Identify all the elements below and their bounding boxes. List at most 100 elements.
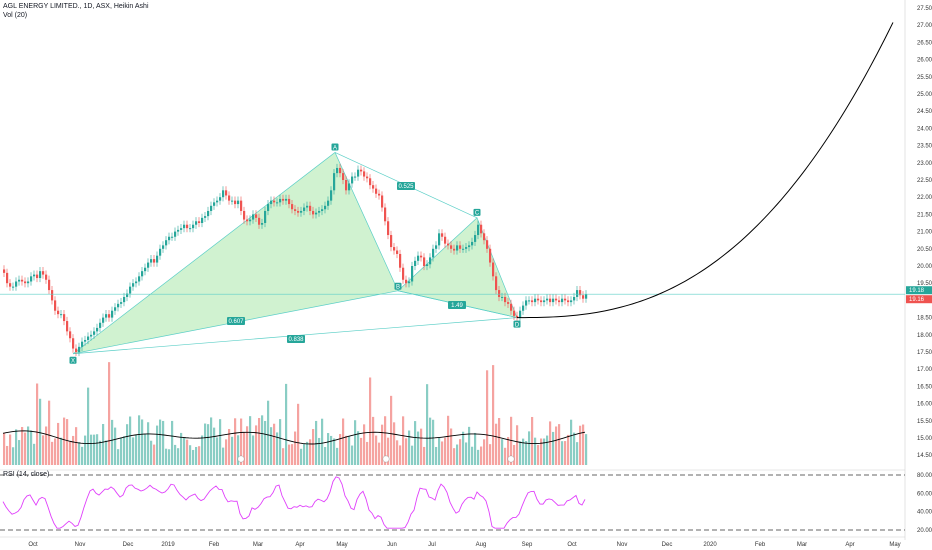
candle-body [39,271,42,279]
volume-bar [456,444,459,465]
volume-bar [138,415,141,465]
candle-body [441,233,444,237]
candle-body [270,200,273,205]
volume-bar [468,426,471,465]
volume-bar [63,417,66,465]
volume-bar [225,439,228,465]
volume-bar [363,424,366,465]
volume-bar [291,444,294,465]
volume-bar [33,443,36,465]
price-tick-label: 16.00 [917,402,932,408]
volume-bar [15,429,18,465]
candle-body [21,279,24,282]
ratio-label: 0.525 [398,184,414,190]
volume-bar [426,384,429,465]
volume-bar [54,438,57,465]
price-tick-label: 26.50 [917,40,932,46]
ratio-badge [448,301,466,309]
volume-bar [402,416,405,465]
volume-bar [528,431,531,465]
volume-bar [129,416,132,465]
price-tag-text-2: 19.16 [909,297,925,303]
volume-bar [90,434,93,465]
candle-body [153,259,156,263]
volume-bar [36,383,39,465]
volume-bar [48,400,51,465]
candle-body [234,200,237,205]
candle-body [6,272,9,284]
volume-bar [201,435,204,465]
candle-body [309,205,312,211]
volume-bar [93,434,96,465]
candle-body [30,276,33,282]
volume-bar [504,447,507,465]
price-tick-label: 25.50 [917,75,932,81]
candle-body [372,185,375,189]
candle-body [354,176,357,178]
volume-bar [306,441,309,465]
candle-body [126,293,129,297]
volume-bar [537,444,540,465]
candle-body [423,257,426,266]
time-tick-label: Mar [797,542,807,548]
candle-body [267,204,270,211]
volume-bar [429,417,432,465]
price-tick-label: 15.00 [917,436,932,442]
candle-body [393,247,396,251]
volume-bar [162,420,165,465]
volume-bar [564,441,567,465]
candle-body [429,257,432,265]
volume-bar [60,437,63,465]
volume-bar [216,437,219,465]
volume-bar [417,431,420,465]
candle-body [573,296,576,301]
volume-bar [156,425,159,465]
candle-body [294,209,297,211]
candle-body [342,173,345,180]
time-tick-label: Sep [522,542,533,548]
candle-body [411,266,414,282]
volume-bar [45,426,48,465]
candle-body [375,188,378,194]
volume-bar [141,419,144,465]
volume-bar [393,422,396,465]
candle-body [168,236,171,241]
volume-bar [513,444,516,465]
volume-bar [576,442,579,465]
volume-bar [357,431,360,465]
volume-bar [6,445,9,465]
candle-body [105,314,108,318]
price-tick-label: 20.50 [917,247,932,253]
candle-body [363,171,366,177]
candle-body [471,241,474,246]
volume-bar [84,435,87,465]
volume-bar [408,430,411,465]
candle-body [114,307,117,311]
candle-body [546,298,549,301]
price-tag-2 [906,295,932,304]
volume-bar [378,442,381,465]
volume-bar [522,438,525,465]
chart-title: AGL ENERGY LIMITED., 1D, ASX, Heikin Ash… [3,3,149,10]
candle-body [246,219,249,222]
time-tick-label: Dec [123,542,134,548]
candle-body [387,221,390,236]
volume-bar [558,424,561,465]
time-tick-label: Aug [476,542,487,548]
candle-body [351,176,354,184]
candle-body [171,236,174,238]
volume-bar [3,432,6,465]
volume-bar [87,387,90,465]
price-tick-label: 15.50 [917,419,932,425]
candle-body [405,279,408,284]
candle-body [96,327,99,332]
time-tick-label: Nov [75,542,86,548]
volume-bar [519,441,522,465]
volume-bar [180,432,183,465]
ratio-badge [227,317,245,325]
candle-body [57,310,60,315]
volume-bar [423,446,426,465]
candle-body [492,262,495,277]
volume-bars [2,362,588,465]
